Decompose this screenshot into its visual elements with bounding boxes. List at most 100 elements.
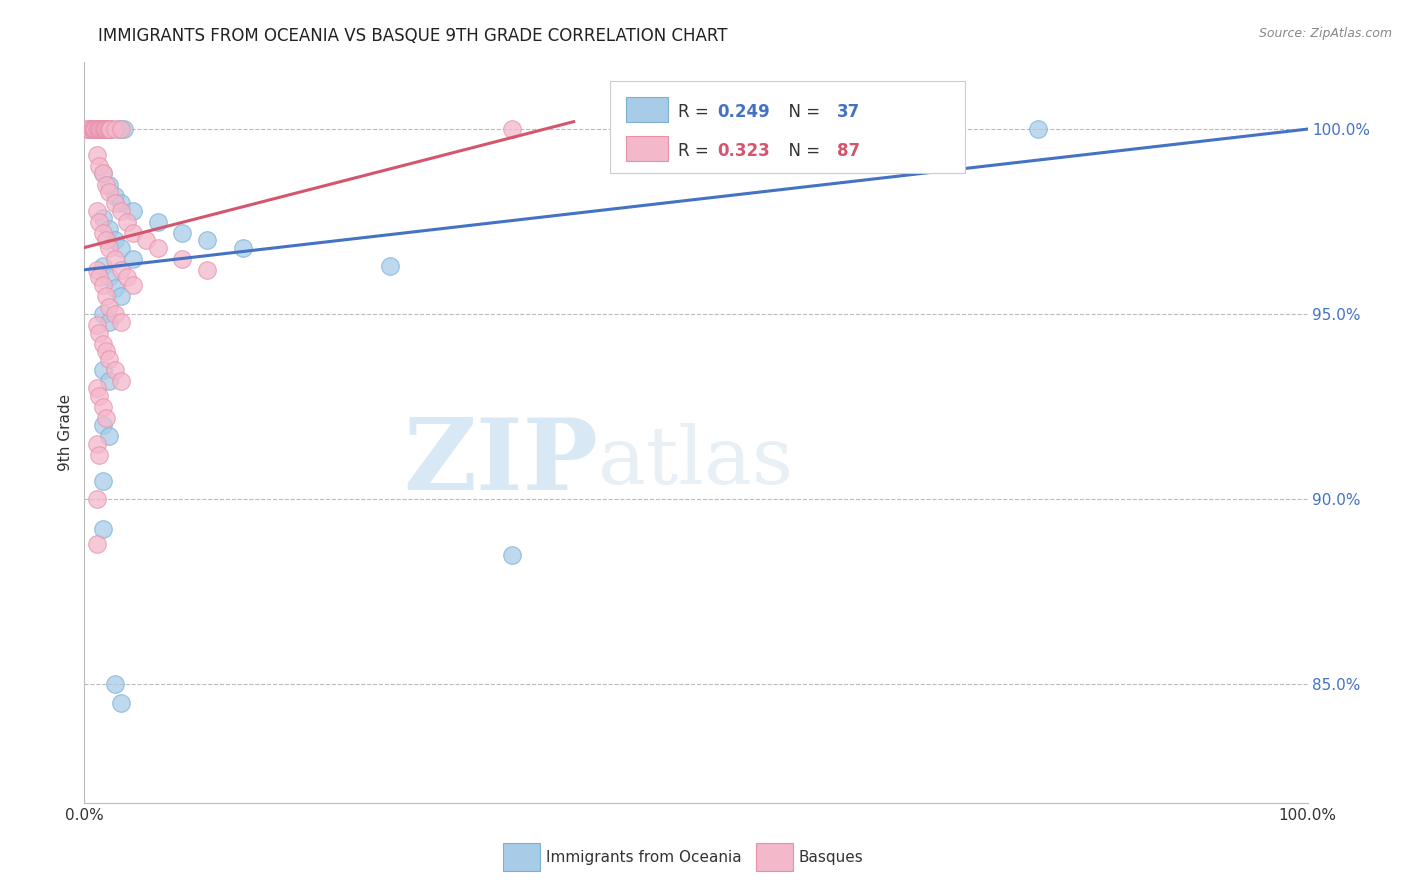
Point: [93, 122, 115, 136]
Point: [146, 241, 169, 255]
Point: [97, 270, 120, 285]
Point: [110, 203, 132, 218]
Point: [135, 233, 157, 247]
Point: [76, 122, 98, 136]
Text: IMMIGRANTS FROM OCEANIA VS BASQUE 9TH GRADE CORRELATION CHART: IMMIGRANTS FROM OCEANIA VS BASQUE 9TH GR…: [98, 27, 728, 45]
Point: [380, 259, 402, 273]
Point: [115, 270, 138, 285]
Text: 0.323: 0.323: [717, 142, 769, 160]
Point: [89, 122, 111, 136]
Point: [87, 270, 110, 285]
Point: [87, 122, 110, 136]
FancyBboxPatch shape: [626, 97, 668, 122]
Point: [122, 277, 145, 292]
Point: [112, 122, 135, 136]
Point: [100, 122, 122, 136]
Point: [91, 400, 114, 414]
Point: [80, 122, 103, 136]
Point: [86, 318, 108, 333]
Point: [96, 178, 118, 192]
Text: ZIP: ZIP: [404, 414, 598, 511]
Point: [97, 122, 120, 136]
Point: [91, 362, 114, 376]
Point: [97, 429, 120, 443]
Point: [91, 418, 114, 433]
Point: [86, 381, 108, 395]
Point: [195, 233, 218, 247]
Point: [104, 233, 127, 247]
Point: [97, 122, 120, 136]
Point: [82, 122, 104, 136]
Point: [232, 241, 254, 255]
Point: [86, 203, 108, 218]
Point: [122, 203, 145, 218]
Point: [87, 326, 110, 340]
Point: [77, 122, 100, 136]
Point: [96, 122, 118, 136]
Point: [91, 167, 114, 181]
Text: 37: 37: [837, 103, 860, 121]
Point: [110, 262, 132, 277]
Point: [115, 214, 138, 228]
Point: [87, 122, 110, 136]
Point: [96, 288, 118, 302]
Point: [122, 252, 145, 266]
Point: [685, 122, 707, 136]
Point: [97, 185, 120, 199]
Point: [97, 241, 120, 255]
Point: [110, 241, 132, 255]
Text: Immigrants from Oceania: Immigrants from Oceania: [546, 850, 741, 864]
Point: [91, 211, 114, 225]
Point: [110, 288, 132, 302]
Point: [104, 362, 127, 376]
Point: [93, 122, 115, 136]
Point: [86, 262, 108, 277]
Point: [97, 374, 120, 388]
Point: [110, 696, 132, 710]
Point: [77, 122, 100, 136]
Point: [91, 259, 114, 273]
Point: [110, 122, 132, 136]
Point: [107, 122, 129, 136]
Point: [87, 122, 110, 136]
Point: [97, 351, 120, 366]
FancyBboxPatch shape: [626, 136, 668, 161]
Y-axis label: 9th Grade: 9th Grade: [58, 394, 73, 471]
Point: [83, 122, 105, 136]
Point: [96, 122, 118, 136]
Point: [91, 522, 114, 536]
Point: [104, 252, 127, 266]
Point: [96, 344, 118, 359]
Point: [104, 122, 127, 136]
Text: atlas: atlas: [598, 423, 793, 501]
Point: [96, 410, 118, 425]
Text: Basques: Basques: [799, 850, 863, 864]
Point: [84, 122, 107, 136]
Text: 87: 87: [837, 142, 859, 160]
Point: [80, 122, 103, 136]
Point: [90, 122, 112, 136]
Point: [1028, 122, 1050, 136]
Point: [97, 178, 120, 192]
Point: [94, 122, 117, 136]
Point: [122, 226, 145, 240]
Point: [104, 188, 127, 202]
Point: [83, 122, 105, 136]
Point: [91, 336, 114, 351]
Point: [86, 492, 108, 507]
Point: [91, 277, 114, 292]
Point: [146, 214, 169, 228]
Point: [104, 307, 127, 321]
Point: [110, 374, 132, 388]
Text: Source: ZipAtlas.com: Source: ZipAtlas.com: [1258, 27, 1392, 40]
Text: R =: R =: [678, 142, 714, 160]
Point: [110, 315, 132, 329]
Point: [96, 233, 118, 247]
Point: [98, 122, 121, 136]
Point: [104, 281, 127, 295]
Point: [87, 388, 110, 402]
Point: [86, 122, 108, 136]
Point: [97, 122, 120, 136]
Point: [97, 315, 120, 329]
Point: [91, 474, 114, 488]
